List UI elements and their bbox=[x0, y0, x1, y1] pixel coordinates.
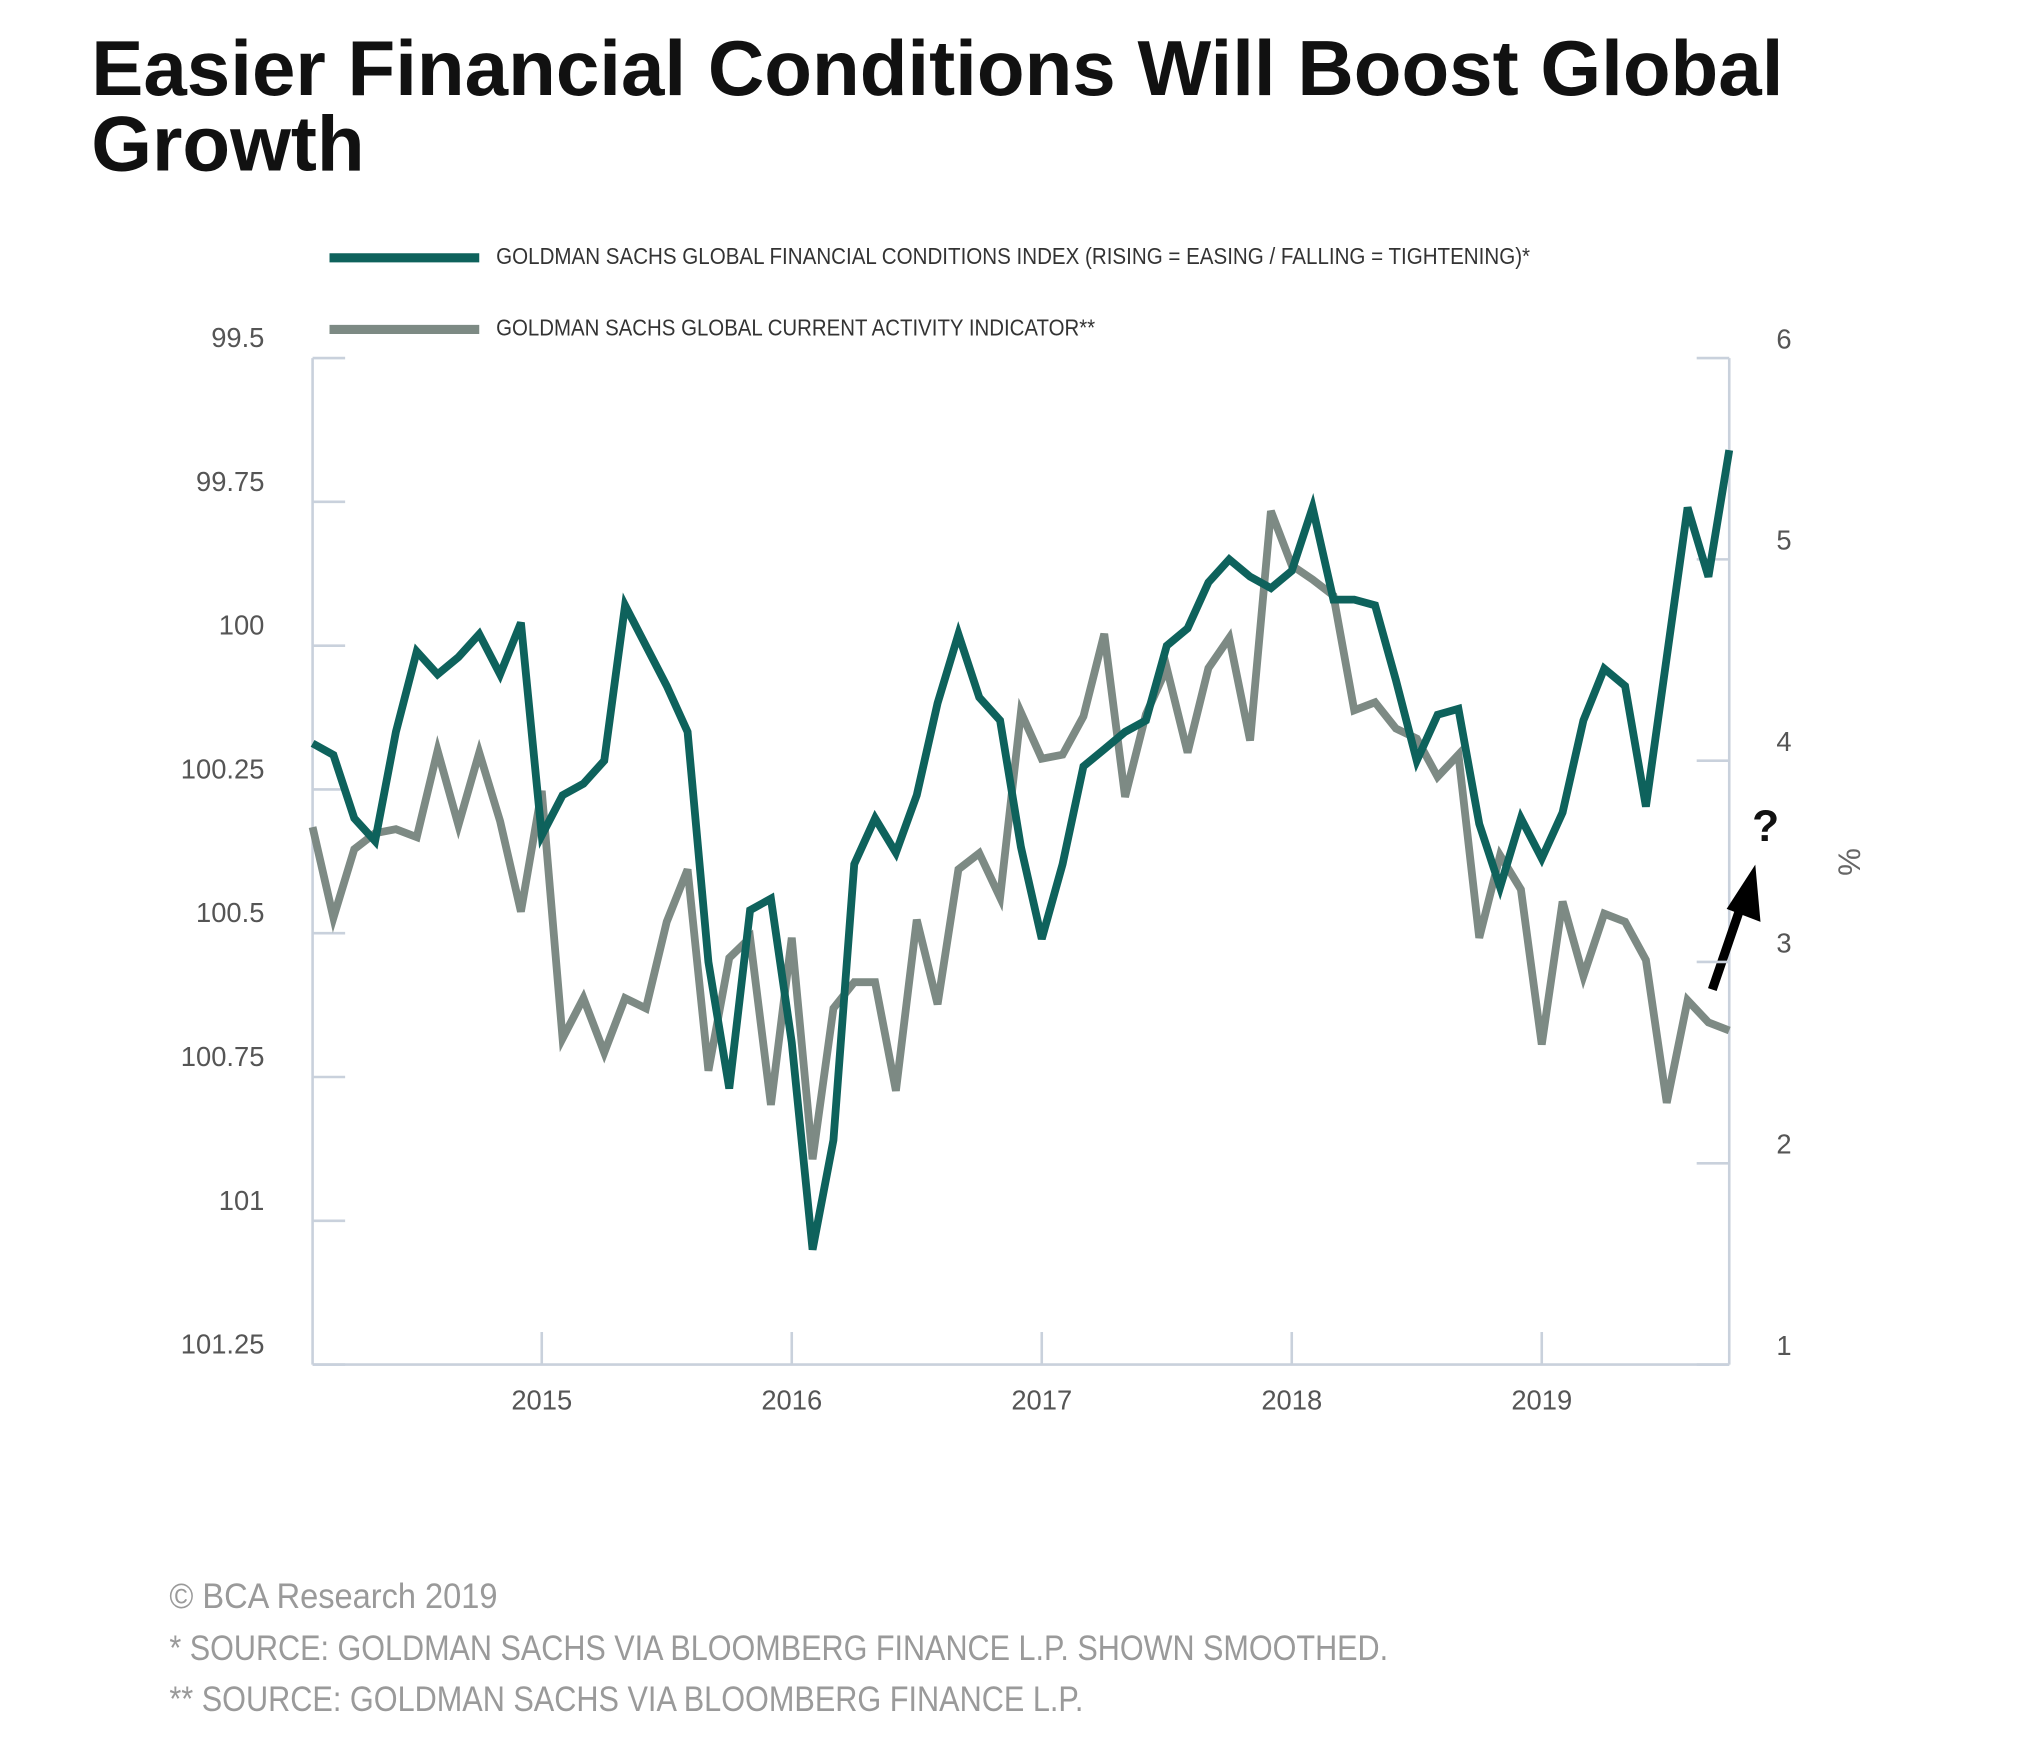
y2-tick-label: 4 bbox=[1776, 726, 1791, 757]
x-tick-label: 2019 bbox=[1511, 1385, 1572, 1416]
y-tick-label: 101.25 bbox=[181, 1329, 265, 1360]
y-tick-label: 99.5 bbox=[211, 322, 264, 353]
y2-tick-label: 5 bbox=[1776, 525, 1791, 556]
annotation-arrow bbox=[1708, 896, 1748, 992]
y-tick-label: 101 bbox=[219, 1185, 265, 1216]
x-tick-label: 2016 bbox=[761, 1385, 822, 1416]
y-tick-label: 100 bbox=[219, 610, 265, 641]
annotation-arrow-head bbox=[1726, 864, 1761, 922]
y-tick-label: 100.75 bbox=[181, 1041, 265, 1072]
y-tick-label: 100.25 bbox=[181, 753, 265, 784]
y-tick-label: 100.5 bbox=[196, 897, 264, 928]
footnote: © BCA Research 2019 bbox=[169, 1577, 497, 1616]
footnote: * SOURCE: GOLDMAN SACHS VIA BLOOMBERG FI… bbox=[169, 1629, 1388, 1668]
chart-title: Easier Financial Conditions Will Boost G… bbox=[91, 31, 1784, 188]
axes bbox=[311, 358, 1731, 1366]
x-tick-label: 2015 bbox=[511, 1385, 572, 1416]
series-line bbox=[308, 509, 1731, 1160]
x-tick-label: 2017 bbox=[1011, 1385, 1072, 1416]
title-container: Easier Financial Conditions Will Boost G… bbox=[91, 31, 1784, 188]
y2-tick-label: 2 bbox=[1776, 1129, 1791, 1160]
annotation: ? bbox=[1752, 802, 1779, 851]
series-line bbox=[310, 449, 1734, 1251]
y2-tick-label: 3 bbox=[1776, 927, 1791, 958]
legend-label: GOLDMAN SACHS GLOBAL FINANCIAL CONDITION… bbox=[496, 243, 1530, 269]
y-tick-label: 99.75 bbox=[196, 466, 264, 497]
y2-tick-label: 6 bbox=[1776, 323, 1791, 354]
y2-tick-label: 1 bbox=[1776, 1330, 1791, 1361]
x-tick-label: 2018 bbox=[1261, 1385, 1322, 1416]
y2-axis-label: % bbox=[1832, 848, 1867, 876]
footnote: ** SOURCE: GOLDMAN SACHS VIA BLOOMBERG F… bbox=[169, 1680, 1083, 1719]
legend-label: GOLDMAN SACHS GLOBAL CURRENT ACTIVITY IN… bbox=[496, 315, 1095, 341]
